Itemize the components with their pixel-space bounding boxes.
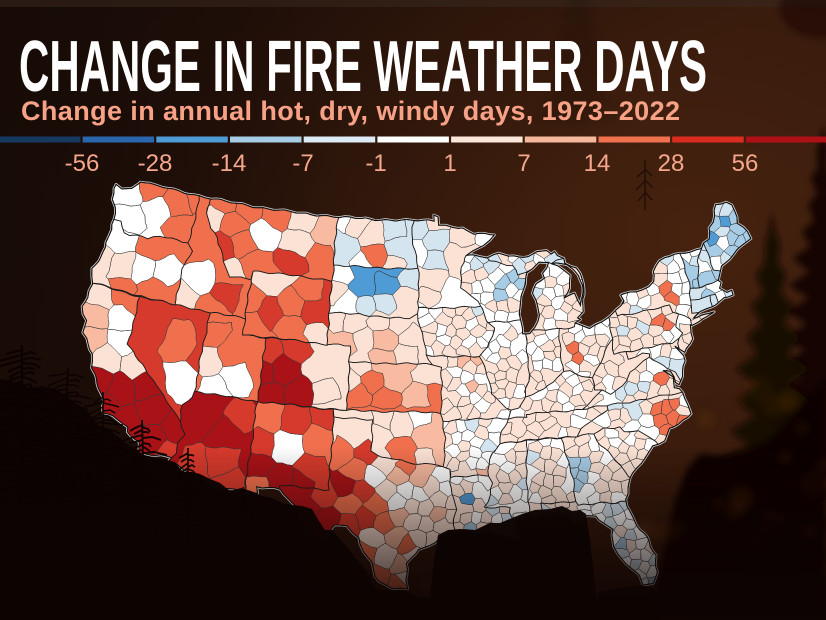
svg-text:14: 14 xyxy=(584,150,611,177)
svg-text:CHANGE IN FIRE WEATHER DAYS: CHANGE IN FIRE WEATHER DAYS xyxy=(19,27,707,107)
svg-text:Change in annual hot, dry, win: Change in annual hot, dry, windy days, 1… xyxy=(21,96,680,126)
svg-text:-28: -28 xyxy=(138,150,173,177)
svg-text:-56: -56 xyxy=(65,150,100,177)
svg-text:1: 1 xyxy=(443,150,456,177)
svg-text:56: 56 xyxy=(732,150,759,177)
svg-text:-1: -1 xyxy=(365,150,386,177)
svg-text:28: 28 xyxy=(658,150,685,177)
svg-text:7: 7 xyxy=(517,150,530,177)
svg-text:-14: -14 xyxy=(212,150,247,177)
svg-text:-7: -7 xyxy=(292,150,313,177)
